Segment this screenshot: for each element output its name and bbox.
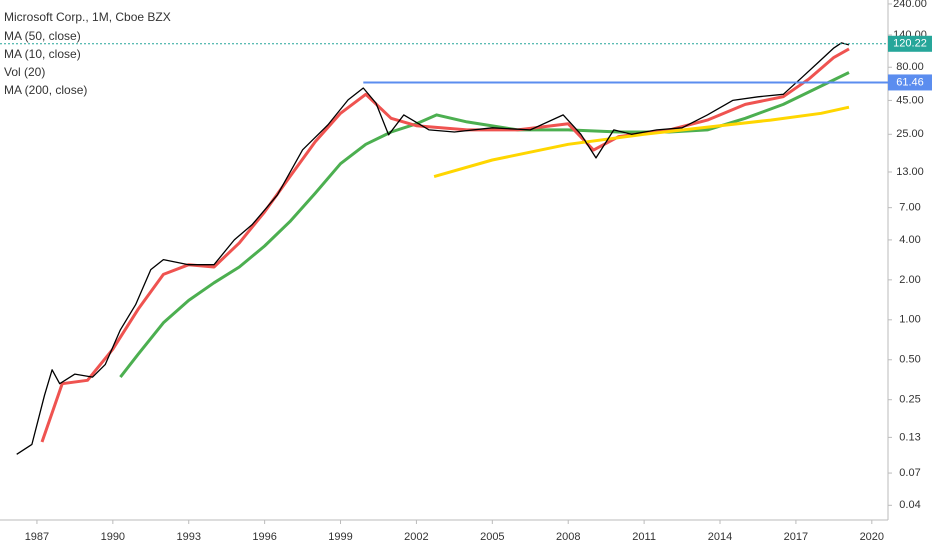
y-tick-label: 0.50 bbox=[899, 354, 920, 366]
x-tick-label: 2005 bbox=[480, 531, 504, 543]
y-tick-label: 13.00 bbox=[896, 166, 924, 178]
x-tick-label: 2014 bbox=[708, 531, 732, 543]
legend-label: Vol (20) bbox=[4, 65, 45, 79]
y-tick-label: 0.04 bbox=[899, 499, 920, 511]
y-tick-label: 80.00 bbox=[896, 61, 924, 73]
legend-label: MA (200, close) bbox=[4, 83, 87, 97]
x-tick-label: 1993 bbox=[176, 531, 200, 543]
y-tick-label: 1.00 bbox=[899, 314, 920, 326]
x-tick-label: 2008 bbox=[556, 531, 580, 543]
ma-line bbox=[119, 71, 850, 379]
y-tick-label: 0.13 bbox=[899, 431, 920, 443]
chart-title: Microsoft Corp., 1M, Cboe BZX bbox=[4, 10, 171, 24]
x-tick-label: 2011 bbox=[632, 531, 656, 543]
price-label: 61.46 bbox=[896, 76, 924, 88]
y-tick-label: 4.00 bbox=[899, 234, 920, 246]
price-label: 120.22 bbox=[893, 38, 927, 50]
price-label-box bbox=[888, 35, 932, 52]
x-tick-label: 1996 bbox=[252, 531, 276, 543]
y-tick-label: 45.00 bbox=[896, 94, 924, 106]
legend-label: MA (50, close) bbox=[4, 29, 81, 43]
x-tick-label: 1999 bbox=[328, 531, 352, 543]
x-tick-label: 1990 bbox=[101, 531, 125, 543]
y-tick-label: 2.00 bbox=[899, 274, 920, 286]
price-line bbox=[16, 42, 850, 455]
ma-line bbox=[40, 47, 850, 443]
x-tick-label: 2002 bbox=[404, 531, 428, 543]
x-tick-label: 1987 bbox=[25, 531, 49, 543]
y-tick-label: 240.00 bbox=[893, 0, 927, 10]
x-tick-label: 2020 bbox=[860, 531, 884, 543]
price-label-box bbox=[888, 74, 932, 91]
y-tick-label: 7.00 bbox=[899, 202, 920, 214]
y-tick-label: 25.00 bbox=[896, 128, 924, 140]
ma-line bbox=[433, 105, 850, 179]
x-tick-label: 2017 bbox=[784, 531, 808, 543]
y-tick-label: 0.07 bbox=[899, 467, 920, 479]
legend-label: MA (10, close) bbox=[4, 47, 81, 61]
y-tick-label: 0.25 bbox=[899, 394, 920, 406]
